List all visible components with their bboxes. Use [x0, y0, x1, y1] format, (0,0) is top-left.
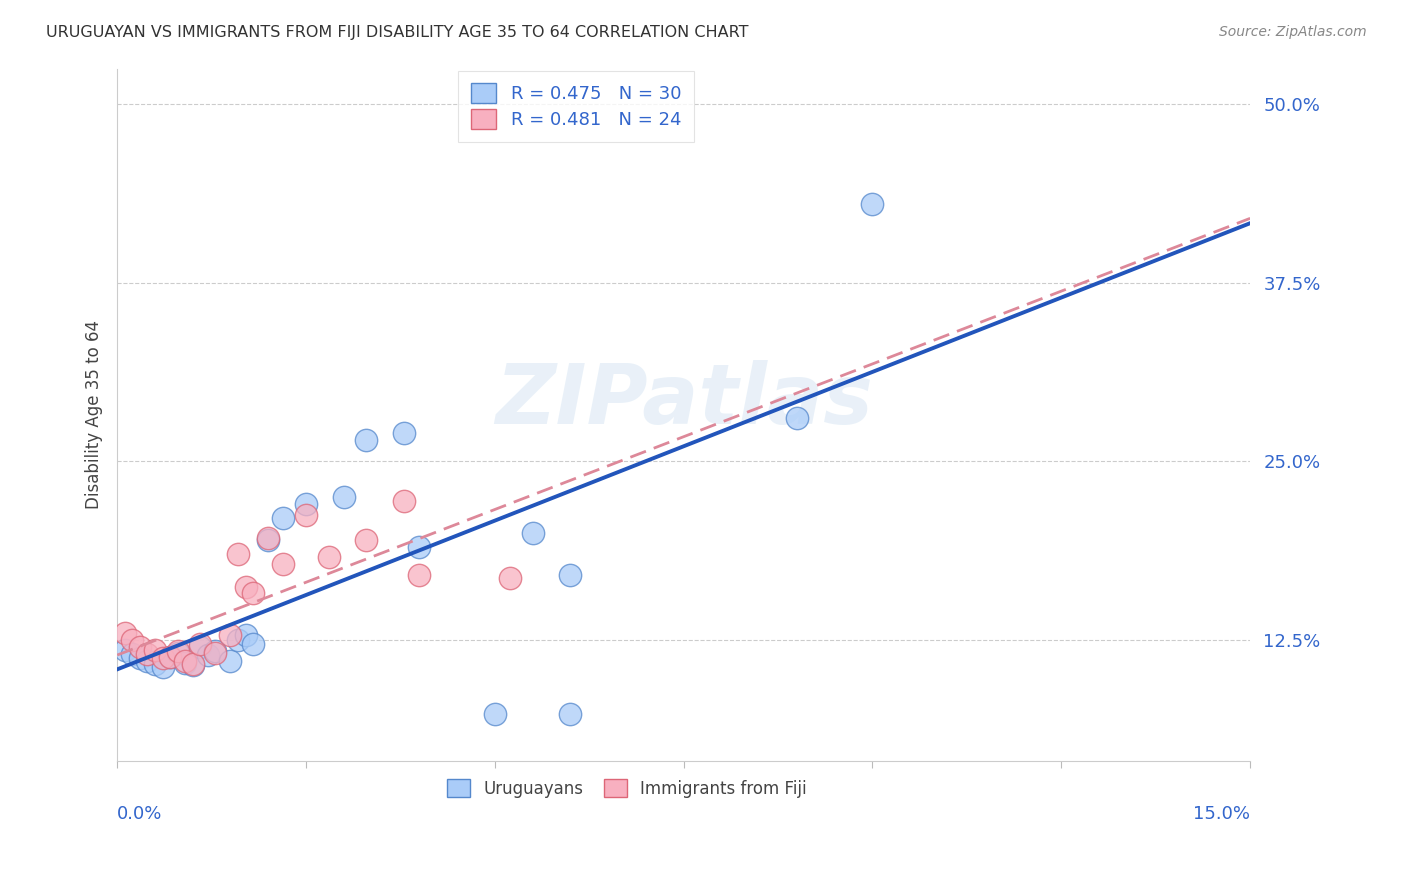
- Legend: Uruguayans, Immigrants from Fiji: Uruguayans, Immigrants from Fiji: [440, 772, 814, 805]
- Point: [219, 628, 242, 642]
- Point: [143, 657, 166, 671]
- Point: [560, 568, 582, 582]
- Point: [356, 533, 378, 547]
- Point: [560, 706, 582, 721]
- Point: [235, 628, 257, 642]
- Point: [166, 644, 188, 658]
- Point: [188, 640, 211, 654]
- Point: [392, 494, 415, 508]
- Point: [408, 540, 430, 554]
- Point: [114, 625, 136, 640]
- Point: [226, 547, 249, 561]
- Point: [392, 425, 415, 440]
- Point: [786, 411, 808, 425]
- Point: [499, 571, 522, 585]
- Text: Source: ZipAtlas.com: Source: ZipAtlas.com: [1219, 25, 1367, 39]
- Point: [159, 649, 181, 664]
- Point: [159, 649, 181, 664]
- Point: [333, 490, 356, 504]
- Point: [204, 646, 226, 660]
- Point: [273, 557, 295, 571]
- Point: [219, 654, 242, 668]
- Point: [128, 640, 150, 654]
- Point: [242, 585, 264, 599]
- Point: [197, 648, 219, 663]
- Point: [181, 658, 204, 673]
- Point: [114, 642, 136, 657]
- Text: URUGUAYAN VS IMMIGRANTS FROM FIJI DISABILITY AGE 35 TO 64 CORRELATION CHART: URUGUAYAN VS IMMIGRANTS FROM FIJI DISABI…: [46, 25, 749, 40]
- Point: [318, 549, 340, 564]
- Point: [257, 533, 280, 547]
- Point: [242, 637, 264, 651]
- Point: [257, 531, 280, 545]
- Point: [295, 508, 318, 523]
- Point: [166, 646, 188, 660]
- Point: [484, 706, 506, 721]
- Point: [181, 657, 204, 671]
- Point: [152, 660, 174, 674]
- Point: [188, 637, 211, 651]
- Point: [273, 511, 295, 525]
- Point: [152, 651, 174, 665]
- Point: [174, 654, 197, 668]
- Text: 0.0%: 0.0%: [117, 805, 163, 823]
- Y-axis label: Disability Age 35 to 64: Disability Age 35 to 64: [86, 320, 103, 509]
- Point: [356, 433, 378, 447]
- Point: [143, 642, 166, 657]
- Point: [235, 580, 257, 594]
- Point: [295, 497, 318, 511]
- Point: [226, 632, 249, 647]
- Point: [128, 651, 150, 665]
- Point: [121, 632, 143, 647]
- Point: [136, 654, 159, 668]
- Text: 15.0%: 15.0%: [1194, 805, 1250, 823]
- Point: [204, 644, 226, 658]
- Point: [121, 647, 143, 661]
- Point: [408, 568, 430, 582]
- Point: [522, 525, 544, 540]
- Point: [862, 197, 884, 211]
- Point: [136, 647, 159, 661]
- Text: ZIPatlas: ZIPatlas: [495, 360, 873, 442]
- Point: [174, 656, 197, 670]
